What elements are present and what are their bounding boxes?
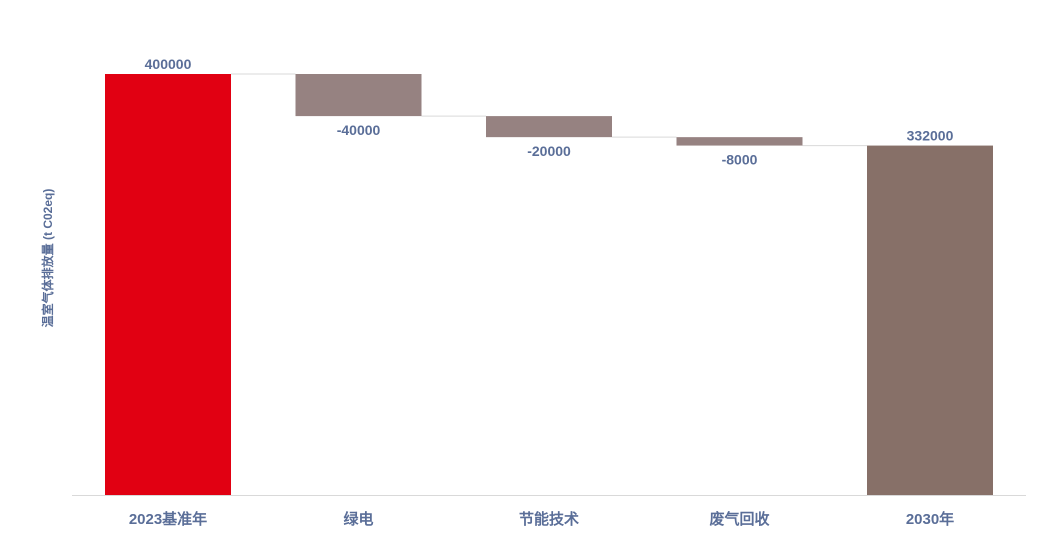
data-label: -8000 (722, 152, 758, 168)
bar-3 (676, 137, 803, 146)
x-tick-label: 2023基准年 (129, 510, 207, 528)
bar-4 (867, 145, 993, 495)
data-label: 400000 (145, 56, 192, 72)
data-label: 332000 (907, 128, 954, 144)
data-label: -40000 (337, 122, 381, 138)
x-tick-label: 废气回收 (709, 510, 769, 528)
y-axis-label: 温室气体排放量 (t C02eq) (40, 189, 55, 328)
bar-1 (295, 74, 422, 117)
data-label: -20000 (527, 143, 571, 159)
x-tick-label: 绿电 (343, 510, 373, 528)
x-tick-label: 2030年 (906, 510, 954, 528)
bar-2 (486, 116, 612, 138)
bar-0 (105, 74, 231, 495)
x-tick-label: 节能技术 (519, 510, 579, 528)
